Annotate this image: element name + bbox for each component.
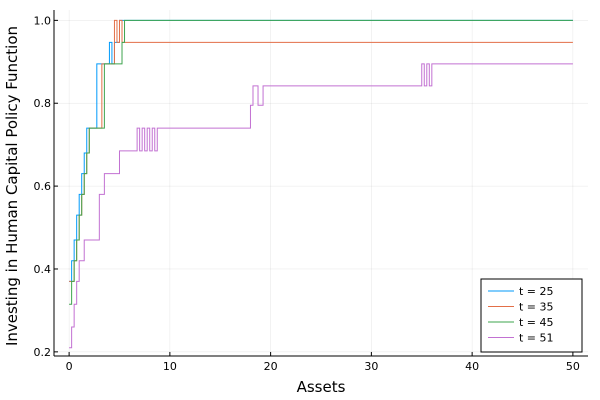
y-tick-label: 0.2	[34, 346, 52, 359]
x-tick-label: 30	[364, 360, 378, 373]
x-tick-label: 50	[566, 360, 580, 373]
y-tick-label: 0.6	[34, 180, 52, 193]
y-tick-label: 1.0	[34, 14, 52, 27]
x-tick-label: 0	[66, 360, 73, 373]
legend-label-2: t = 35	[519, 301, 554, 314]
x-axis-title: Assets	[297, 378, 346, 396]
x-tick-label: 10	[163, 360, 177, 373]
legend-label-4: t = 51	[519, 332, 554, 345]
legend-label-1: t = 25	[519, 285, 554, 298]
y-axis-title: Investing in Human Capital Policy Functi…	[3, 26, 21, 346]
legend: t = 25 t = 35 t = 45 t = 51	[481, 279, 582, 352]
legend-label-3: t = 45	[519, 316, 554, 329]
y-tick-label: 0.4	[34, 263, 52, 276]
x-tick-label: 40	[465, 360, 479, 373]
x-tick-label: 20	[264, 360, 278, 373]
y-tick-label: 0.8	[34, 97, 52, 110]
